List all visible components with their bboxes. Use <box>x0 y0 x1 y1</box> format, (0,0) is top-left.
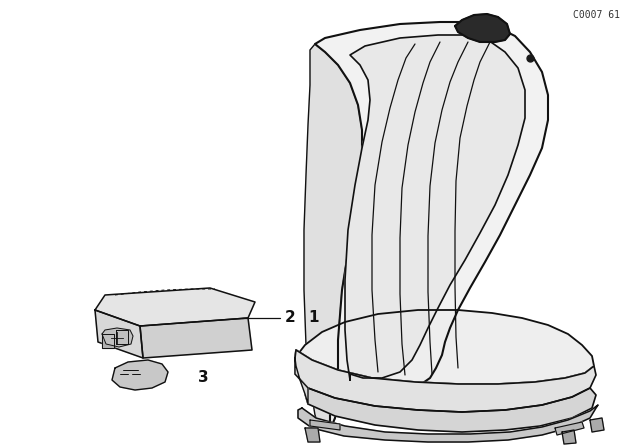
Polygon shape <box>590 418 604 432</box>
Polygon shape <box>298 405 598 442</box>
Text: C0007 61: C0007 61 <box>573 10 620 20</box>
Polygon shape <box>95 288 255 326</box>
Polygon shape <box>305 388 596 432</box>
Polygon shape <box>295 350 596 412</box>
Text: 3: 3 <box>198 370 209 385</box>
Polygon shape <box>345 35 525 380</box>
Polygon shape <box>95 310 143 358</box>
Polygon shape <box>305 428 320 442</box>
Polygon shape <box>304 44 362 430</box>
Text: 1: 1 <box>308 310 319 326</box>
Polygon shape <box>562 430 576 444</box>
Text: 2: 2 <box>285 310 296 326</box>
Polygon shape <box>555 422 584 435</box>
Polygon shape <box>102 328 133 347</box>
Polygon shape <box>295 310 594 384</box>
Polygon shape <box>455 14 510 42</box>
Polygon shape <box>116 330 128 344</box>
Polygon shape <box>315 22 548 430</box>
Polygon shape <box>112 360 168 390</box>
Polygon shape <box>295 358 308 404</box>
Polygon shape <box>140 318 252 358</box>
Polygon shape <box>310 420 340 430</box>
Polygon shape <box>102 334 114 348</box>
